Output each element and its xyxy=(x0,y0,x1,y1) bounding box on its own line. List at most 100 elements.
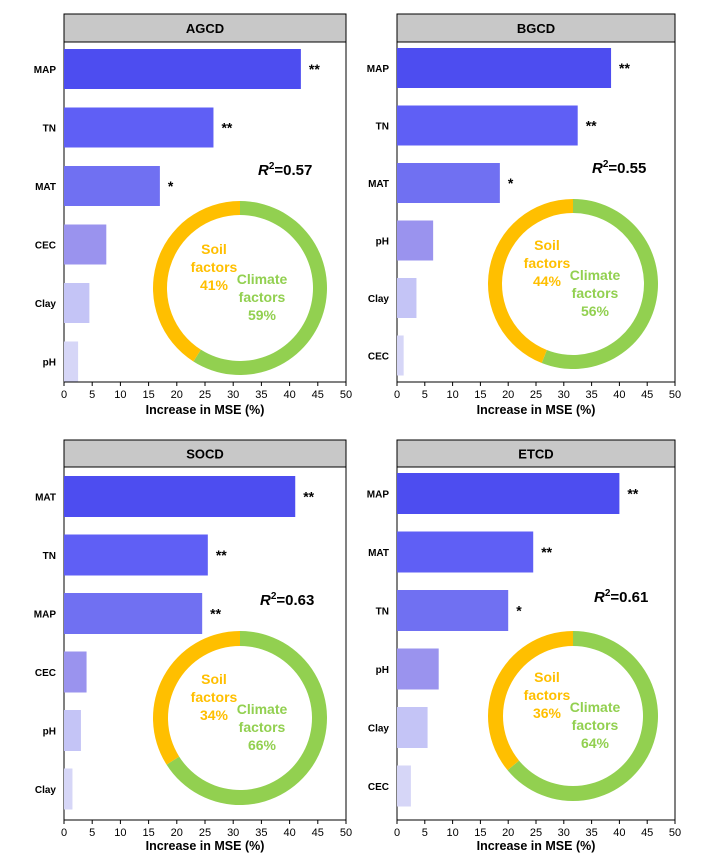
donut-slice-soil xyxy=(488,199,573,364)
category-label: CEC xyxy=(35,668,56,679)
bar-mat xyxy=(64,166,160,206)
panel-bgcd: BGCD 0 5 10 15 20 25 30 35 40 45 50 Increase in MSE … xyxy=(367,13,681,417)
significance-marker: ** xyxy=(309,61,320,77)
category-label: CEC xyxy=(35,241,56,252)
x-tick-label: 30 xyxy=(227,827,239,839)
panel-header xyxy=(63,439,347,468)
x-tick-label: 40 xyxy=(283,389,295,401)
category-label: MAP xyxy=(34,65,57,76)
x-tick-label: 35 xyxy=(255,827,267,839)
donut-label-soil: 34% xyxy=(200,707,229,723)
bar-tn xyxy=(397,590,509,631)
donut-slice-climate xyxy=(193,201,327,376)
significance-marker: ** xyxy=(210,606,221,622)
x-tick-label: 45 xyxy=(641,827,653,839)
x-tick-label: 50 xyxy=(669,389,681,401)
category-label: MAT xyxy=(368,179,389,190)
donut-label-soil: factors xyxy=(191,689,238,705)
category-label: Clay xyxy=(35,299,57,310)
x-tick-label: 0 xyxy=(61,389,67,401)
category-label: Clay xyxy=(368,724,390,735)
donut-label-climate: factors xyxy=(572,717,619,733)
donut-label-soil: 41% xyxy=(200,277,229,293)
panel-title: AGCD xyxy=(186,21,224,36)
donut-slice-soil xyxy=(152,201,240,362)
panel-header xyxy=(63,13,347,43)
donut-label-climate: Climate xyxy=(570,699,621,715)
bar-ph xyxy=(397,648,439,690)
donut-label-soil: Soil xyxy=(201,241,227,257)
x-tick-label: 5 xyxy=(422,389,428,401)
x-tick-label: 25 xyxy=(530,389,542,401)
bar-clay xyxy=(397,707,428,748)
donut-label-soil: Soil xyxy=(201,671,227,687)
x-tick-label: 25 xyxy=(199,389,211,401)
x-tick-label: 20 xyxy=(502,389,514,401)
x-axis-label: Increase in MSE (%) xyxy=(477,403,596,417)
category-label: MAP xyxy=(367,490,390,501)
x-tick-label: 15 xyxy=(474,389,486,401)
bar-map xyxy=(397,473,620,514)
x-tick-label: 5 xyxy=(422,827,428,839)
bar-tn xyxy=(397,105,578,146)
category-label: MAT xyxy=(35,493,56,504)
significance-marker: ** xyxy=(541,544,552,560)
x-tick-label: 5 xyxy=(89,389,95,401)
x-tick-label: 50 xyxy=(340,389,352,401)
category-label: MAT xyxy=(35,182,56,193)
x-tick-label: 0 xyxy=(394,389,400,401)
x-tick-label: 35 xyxy=(585,389,597,401)
donut-label-climate: factors xyxy=(239,719,286,735)
bar-mat xyxy=(397,531,534,573)
r-squared-label: R2=0.57 xyxy=(258,161,312,179)
x-tick-label: 50 xyxy=(669,827,681,839)
x-tick-label: 15 xyxy=(474,827,486,839)
donut-label-climate: 59% xyxy=(248,307,277,323)
x-tick-label: 35 xyxy=(585,827,597,839)
bar-cec xyxy=(64,224,107,265)
x-tick-label: 40 xyxy=(283,827,295,839)
significance-marker: ** xyxy=(627,486,638,502)
x-tick-label: 35 xyxy=(255,389,267,401)
category-label: CEC xyxy=(368,352,389,363)
donut-slice-soil xyxy=(488,631,573,771)
donut-slice-soil xyxy=(153,631,240,765)
donut-slice-climate xyxy=(507,631,658,801)
x-tick-label: 0 xyxy=(394,827,400,839)
bar-map xyxy=(397,48,612,88)
bar-cec xyxy=(64,651,87,693)
bar-tn xyxy=(64,107,214,148)
donut-label-climate: 56% xyxy=(581,303,610,319)
category-label: MAP xyxy=(34,610,57,621)
x-axis-label: Increase in MSE (%) xyxy=(146,839,265,853)
category-label: CEC xyxy=(368,782,389,793)
bar-map xyxy=(64,593,203,634)
x-tick-label: 10 xyxy=(114,389,126,401)
x-tick-label: 15 xyxy=(142,389,154,401)
category-label: pH xyxy=(43,358,56,369)
x-tick-label: 10 xyxy=(114,827,126,839)
x-tick-label: 40 xyxy=(613,827,625,839)
significance-marker: ** xyxy=(586,118,597,134)
category-label: TN xyxy=(43,124,56,135)
category-label: Clay xyxy=(368,294,390,305)
category-label: MAP xyxy=(367,64,390,75)
significance-marker: ** xyxy=(303,489,314,505)
x-tick-label: 20 xyxy=(502,827,514,839)
bar-mat xyxy=(64,476,296,517)
bar-clay xyxy=(64,768,73,810)
x-tick-label: 45 xyxy=(641,389,653,401)
bar-clay xyxy=(64,283,90,323)
category-label: MAT xyxy=(368,548,389,559)
x-tick-label: 20 xyxy=(171,389,183,401)
donut-label-climate: factors xyxy=(239,289,286,305)
x-tick-label: 10 xyxy=(446,389,458,401)
category-label: TN xyxy=(43,551,56,562)
category-label: pH xyxy=(43,727,56,738)
panel-etcd: ETCD 0 5 10 15 20 25 30 35 40 45 50 Increase in MSE … xyxy=(367,439,681,853)
donut-label-climate: factors xyxy=(572,285,619,301)
x-tick-label: 25 xyxy=(199,827,211,839)
significance-marker: * xyxy=(508,175,514,191)
category-label: Clay xyxy=(35,785,57,796)
